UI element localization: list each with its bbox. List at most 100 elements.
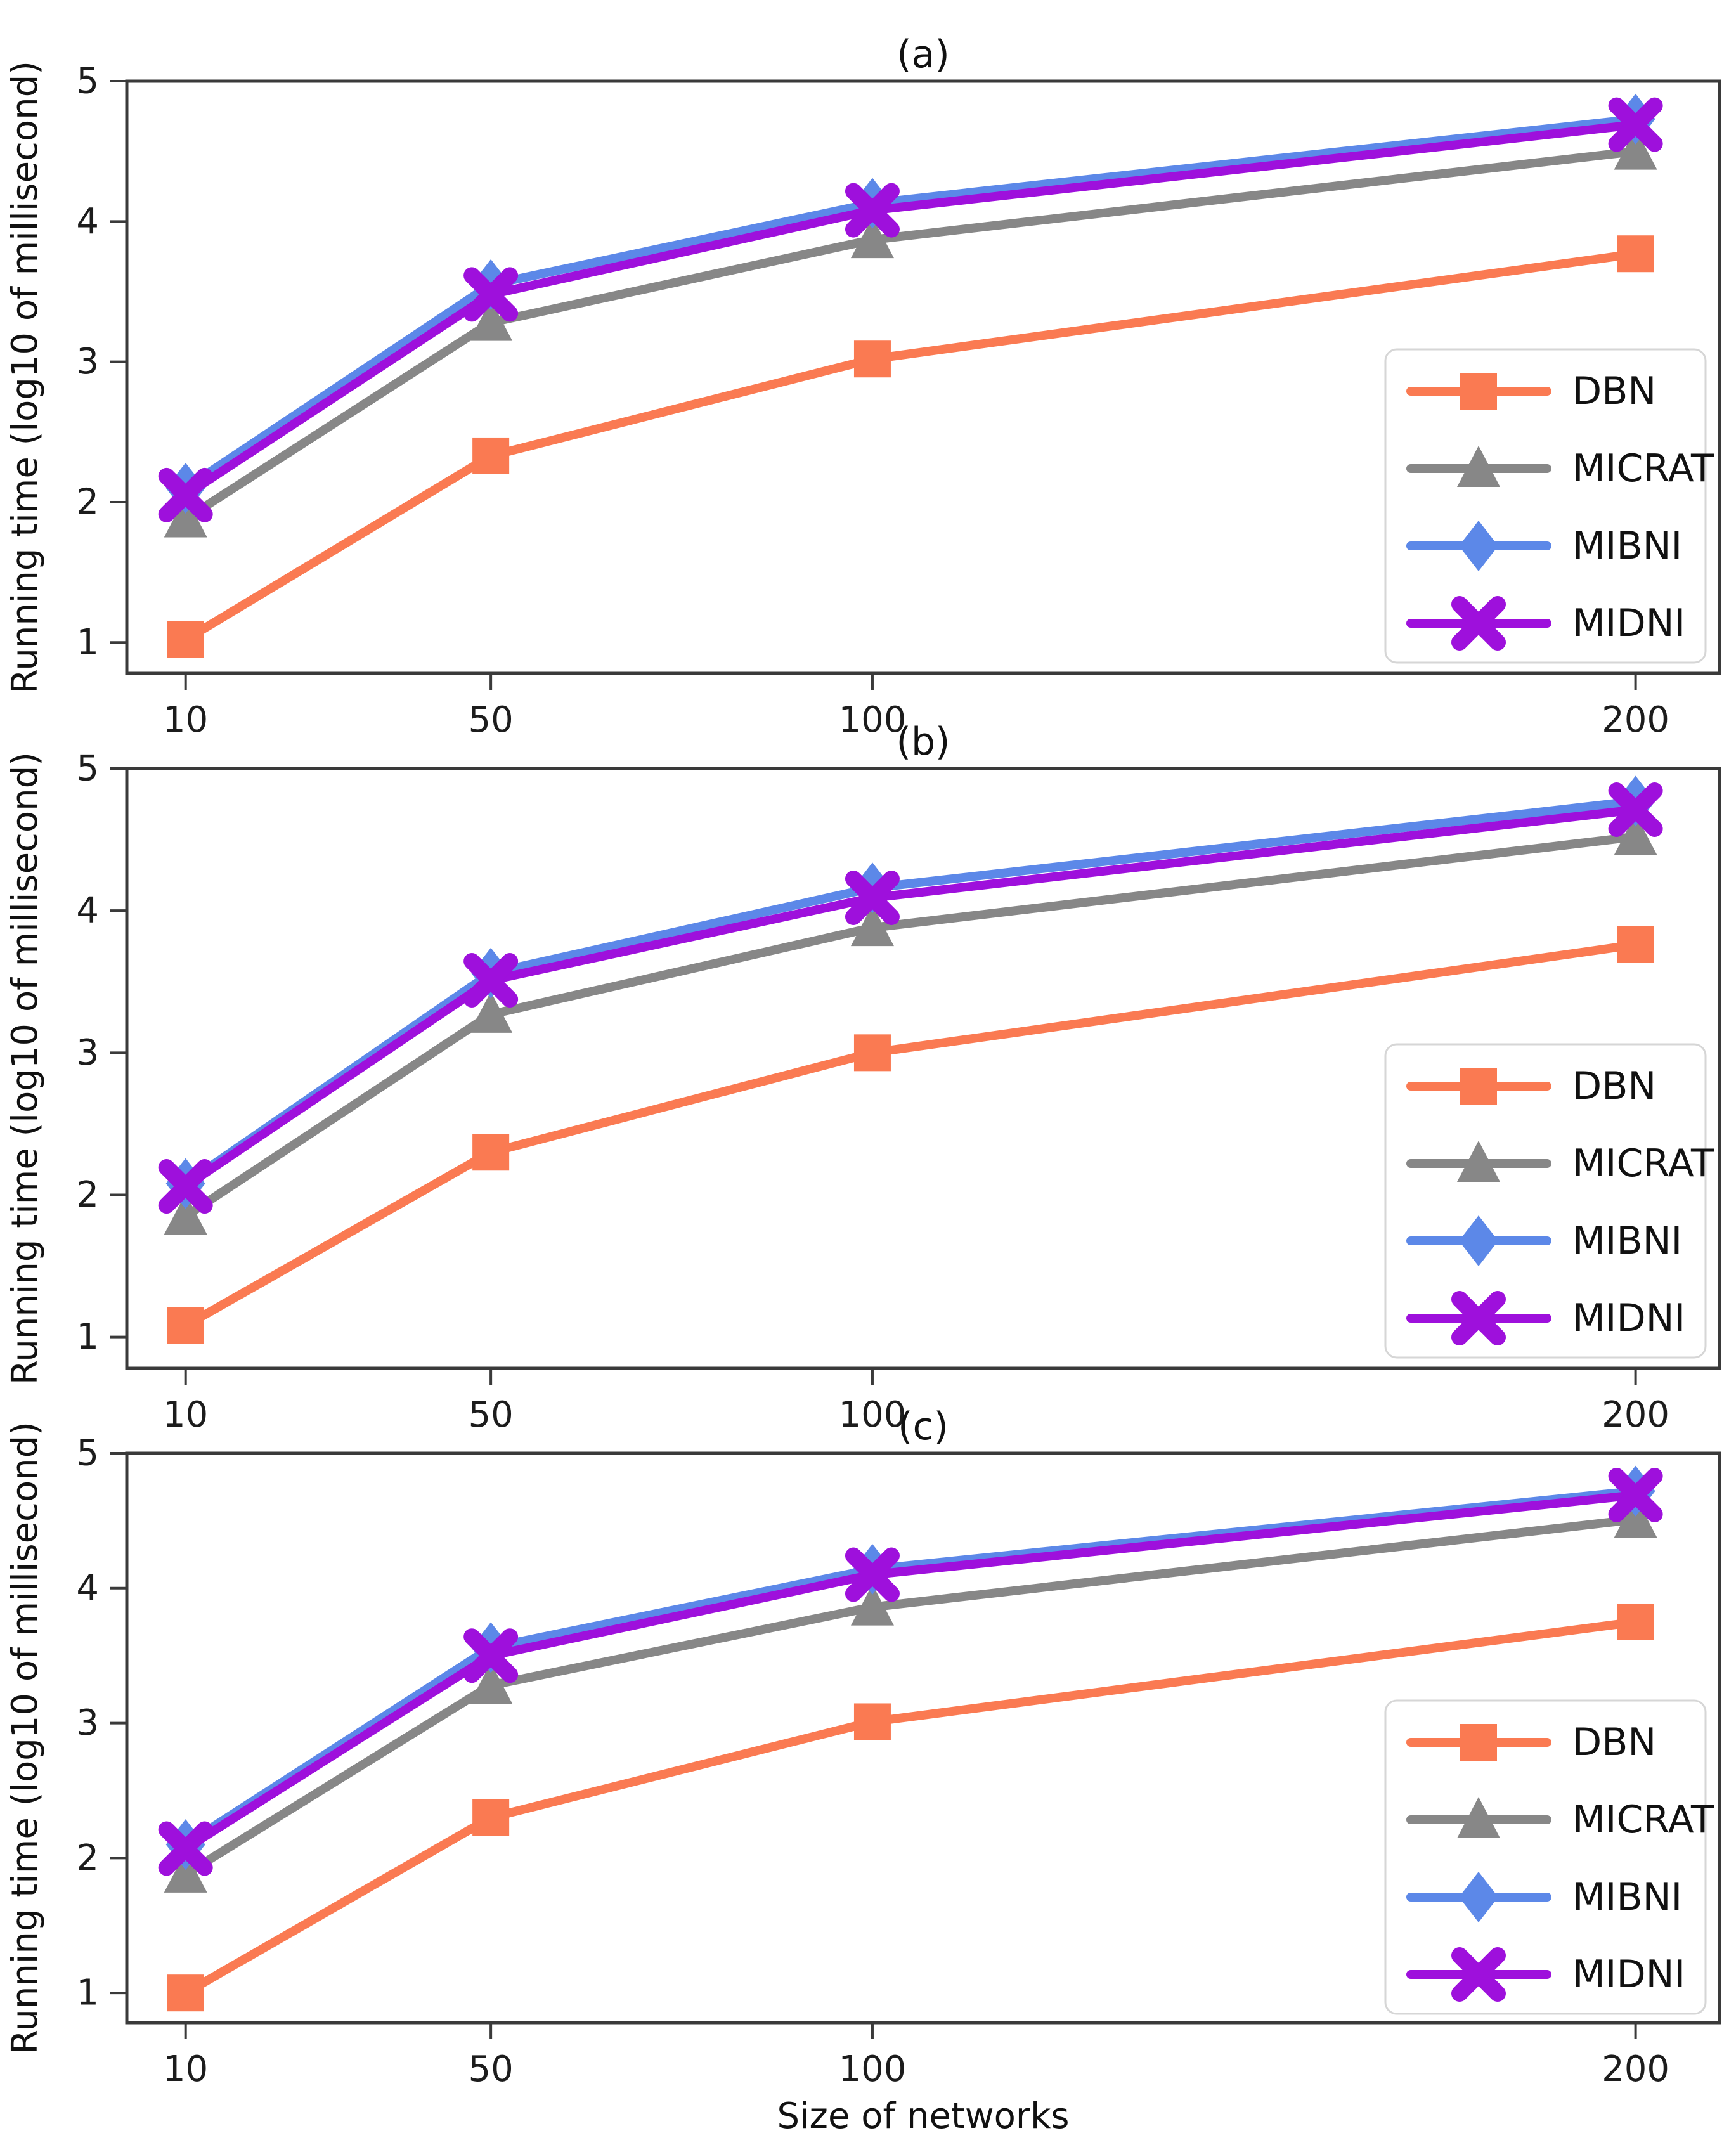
x-marker-icon bbox=[1451, 596, 1506, 651]
square-marker-icon bbox=[1460, 373, 1497, 410]
x-tick-label: 200 bbox=[1602, 1394, 1669, 1436]
y-tick-label: 5 bbox=[76, 748, 99, 789]
micrat-triangle-up-marker-icon bbox=[164, 1193, 207, 1235]
legend-box-panel-b bbox=[1384, 1043, 1707, 1359]
dbn-square-marker-icon bbox=[1617, 926, 1654, 963]
dbn-square-marker-icon bbox=[472, 437, 510, 474]
x-tick-label: 10 bbox=[163, 2049, 208, 2090]
legend-label-micrat: MICRAT bbox=[1572, 446, 1714, 491]
dbn-square-marker-icon bbox=[1617, 235, 1654, 273]
dbn-line bbox=[181, 1617, 1640, 1998]
square-marker-icon bbox=[1460, 1068, 1497, 1105]
y-tick-label: 5 bbox=[76, 1433, 99, 1474]
midni-x-marker-icon bbox=[158, 1821, 213, 1876]
y-tick-label: 3 bbox=[76, 341, 99, 382]
legend-label-mibni: MIBNI bbox=[1572, 524, 1682, 568]
panel-b-plot: 10 50 100 200 1 2 3 4 5 bbox=[76, 748, 1721, 1436]
panel-b-ylabel: Running time (log10 of millisecond) bbox=[4, 752, 46, 1385]
micrat-triangle-up-marker-icon bbox=[1614, 1496, 1657, 1538]
micrat-triangle-up-marker-icon bbox=[469, 299, 513, 341]
mibni-line bbox=[181, 114, 1640, 493]
dbn-square-marker-icon bbox=[472, 1799, 510, 1836]
triangle-marker-icon bbox=[1457, 1141, 1500, 1182]
y-tick-label: 2 bbox=[76, 1174, 99, 1215]
legend-box-panel-c bbox=[1384, 1699, 1707, 2015]
micrat-triangle-up-marker-icon bbox=[164, 496, 207, 538]
midni-x-marker-icon bbox=[158, 1159, 213, 1214]
triangle-marker-icon bbox=[1457, 1797, 1500, 1838]
plot-box bbox=[125, 1451, 1721, 2025]
x-tick-label: 200 bbox=[1602, 2049, 1669, 2090]
legend-label-dbn: DBN bbox=[1572, 1720, 1656, 1765]
micrat-triangle-up-marker-icon bbox=[164, 1851, 207, 1893]
panel-a-plot: 10 50 100 200 1 2 3 4 5 bbox=[76, 61, 1721, 741]
panel-a-ylabel: Running time (log10 of millisecond) bbox=[4, 61, 46, 694]
midni-line bbox=[181, 120, 1640, 500]
xlabel: Size of networks bbox=[777, 2096, 1069, 2137]
y-tick-label: 1 bbox=[76, 1973, 99, 2014]
micrat-triangle-up-marker-icon bbox=[469, 991, 513, 1033]
y-tick-label: 4 bbox=[76, 1567, 99, 1609]
x-tick-label: 100 bbox=[839, 2049, 907, 2090]
diamond-marker-icon bbox=[1459, 1215, 1498, 1266]
x-marker-icon bbox=[1451, 1947, 1506, 2002]
dbn-line bbox=[181, 249, 1640, 644]
micrat-triangle-up-marker-icon bbox=[850, 905, 894, 947]
y-tick-label: 3 bbox=[76, 1032, 99, 1073]
triangle-marker-icon bbox=[1457, 446, 1500, 487]
x-tick-label: 10 bbox=[163, 699, 208, 741]
midni-x-marker-icon bbox=[1608, 97, 1663, 152]
y-tick-label: 4 bbox=[76, 890, 99, 931]
legend-box-panel-a bbox=[1384, 348, 1707, 664]
x-tick-label: 50 bbox=[469, 1394, 514, 1436]
legend-label-midni: MIDNI bbox=[1572, 1296, 1685, 1340]
midni-x-marker-icon bbox=[1608, 782, 1663, 838]
legend-label-dbn: DBN bbox=[1572, 369, 1656, 413]
x-tick-label: 50 bbox=[469, 699, 514, 741]
y-tick-label: 2 bbox=[76, 481, 99, 522]
panel-b-title: (b) bbox=[897, 720, 950, 764]
midni-x-marker-icon bbox=[463, 953, 519, 1008]
plot-box bbox=[125, 767, 1721, 1370]
micrat-line bbox=[181, 832, 1640, 1221]
x-marker-icon bbox=[1451, 1291, 1506, 1345]
micrat-triangle-up-marker-icon bbox=[850, 217, 894, 259]
legend-glyphs-panel-b bbox=[1406, 1068, 1551, 1345]
y-tick-label: 1 bbox=[76, 1316, 99, 1358]
x-tick-label: 100 bbox=[839, 1394, 907, 1436]
legend-label-micrat: MICRAT bbox=[1572, 1141, 1714, 1186]
x-tick-label: 50 bbox=[469, 2049, 514, 2090]
midni-x-marker-icon bbox=[845, 1547, 900, 1602]
micrat-triangle-up-marker-icon bbox=[850, 1584, 894, 1626]
dbn-square-marker-icon bbox=[853, 1703, 891, 1740]
diamond-marker-icon bbox=[1459, 1872, 1498, 1922]
midni-x-marker-icon bbox=[845, 871, 900, 925]
dbn-square-marker-icon bbox=[1617, 1603, 1654, 1640]
micrat-triangle-up-marker-icon bbox=[1614, 813, 1657, 855]
midni-line bbox=[181, 1490, 1640, 1853]
y-tick-label: 4 bbox=[76, 201, 99, 242]
legend-label-dbn: DBN bbox=[1572, 1064, 1656, 1108]
legend-label-midni: MIDNI bbox=[1572, 601, 1685, 645]
diamond-marker-icon bbox=[1459, 521, 1498, 571]
midni-x-marker-icon bbox=[463, 267, 519, 322]
midni-x-marker-icon bbox=[1608, 1467, 1663, 1522]
midni-x-marker-icon bbox=[158, 467, 213, 522]
midni-x-marker-icon bbox=[463, 1628, 519, 1683]
dbn-line bbox=[181, 940, 1640, 1330]
legend-glyphs-panel-c bbox=[1406, 1724, 1551, 2002]
micrat-line bbox=[181, 1515, 1640, 1879]
legend-label-midni: MIDNI bbox=[1572, 1952, 1685, 1997]
dbn-square-marker-icon bbox=[167, 621, 204, 658]
x-tick-label: 200 bbox=[1602, 699, 1669, 741]
dbn-square-marker-icon bbox=[167, 1307, 204, 1344]
y-tick-label: 1 bbox=[76, 622, 99, 663]
square-marker-icon bbox=[1460, 1724, 1497, 1761]
midni-x-marker-icon bbox=[845, 183, 900, 238]
panel-c-ylabel: Running time (log10 of millisecond) bbox=[4, 1422, 46, 2054]
y-tick-label: 2 bbox=[76, 1838, 99, 1879]
x-tick-label: 10 bbox=[163, 1394, 208, 1436]
micrat-line bbox=[181, 146, 1640, 524]
